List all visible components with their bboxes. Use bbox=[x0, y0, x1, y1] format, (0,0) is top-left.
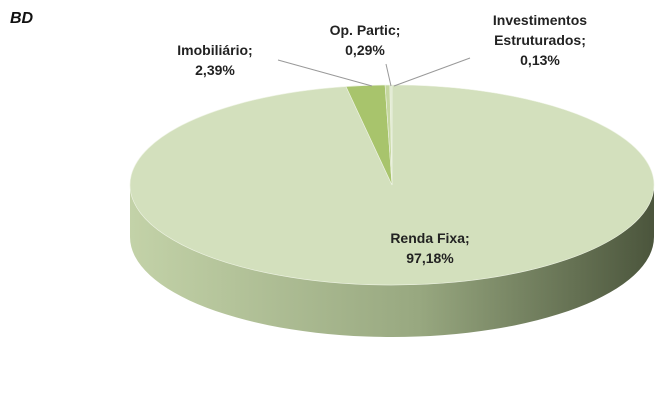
value-label: 97,18% bbox=[406, 250, 454, 266]
data-label: Op. Partic; 0,29% bbox=[305, 20, 425, 60]
leader-line bbox=[393, 57, 471, 87]
value-label: 0,29% bbox=[345, 42, 385, 58]
category-label: Investimentos Estruturados; bbox=[492, 12, 588, 48]
value-label: 2,39% bbox=[195, 62, 235, 78]
leader-line bbox=[385, 63, 392, 87]
data-label: Imobiliário; 2,39% bbox=[140, 40, 290, 80]
value-label: 0,13% bbox=[520, 52, 560, 68]
leader-line bbox=[277, 59, 373, 87]
data-label: Investimentos Estruturados; 0,13% bbox=[475, 10, 605, 70]
category-label: Op. Partic; bbox=[329, 22, 401, 38]
chart-title: BD bbox=[10, 10, 34, 27]
category-label: Imobiliário; bbox=[177, 42, 253, 58]
data-label: Renda Fixa; 97,18% bbox=[330, 228, 530, 268]
pie-side bbox=[130, 185, 654, 337]
category-label: Renda Fixa; bbox=[390, 230, 470, 246]
